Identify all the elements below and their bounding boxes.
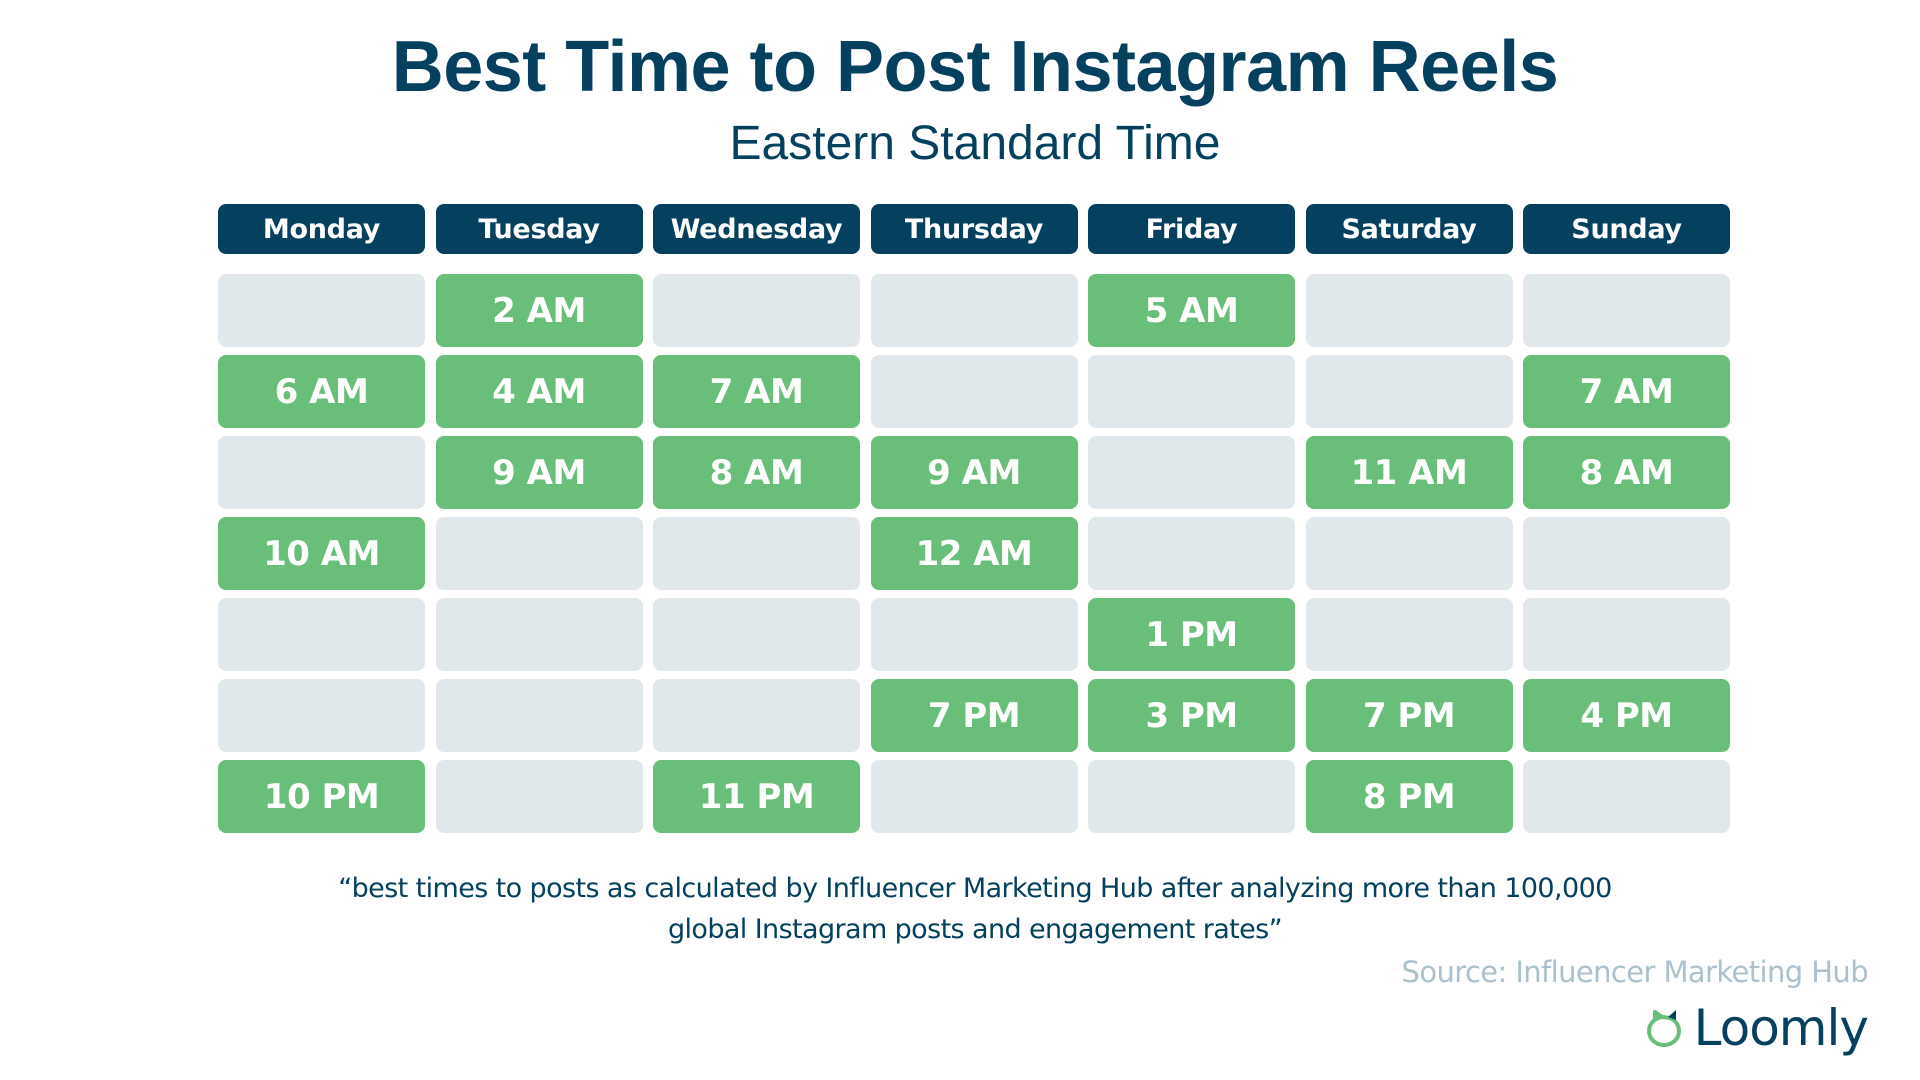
day-header-saturday: Saturday: [1305, 204, 1513, 254]
time-slot-cell: 7 PM: [870, 679, 1078, 752]
time-slot-cell: 8 AM: [1523, 436, 1730, 509]
time-slot-cell: 2 AM: [435, 274, 643, 347]
empty-slot-cell: [870, 598, 1078, 671]
time-slot-cell: 7 PM: [1305, 679, 1513, 752]
empty-slot-cell: [1088, 517, 1295, 590]
empty-slot-cell: [218, 436, 425, 509]
empty-slot-cell: [870, 274, 1078, 347]
empty-slot-cell: [1523, 517, 1730, 590]
time-slot-cell: 10 PM: [218, 760, 425, 833]
empty-slot-cell: [1088, 436, 1295, 509]
empty-slot-cell: [653, 679, 860, 752]
empty-slot-cell: [1523, 274, 1730, 347]
time-slot-cell: 4 AM: [435, 355, 643, 428]
empty-slot-cell: [218, 679, 425, 752]
footnote-line-1: “best times to posts as calculated by In…: [338, 873, 1612, 904]
empty-slot-cell: [1305, 598, 1513, 671]
loomly-logo-text: Loomly: [1693, 999, 1869, 1057]
time-slot-cell: 11 AM: [1305, 436, 1513, 509]
empty-slot-cell: [218, 274, 425, 347]
empty-slot-cell: [435, 517, 643, 590]
time-slot-cell: 5 AM: [1088, 274, 1295, 347]
time-slot-cell: 7 AM: [653, 355, 860, 428]
empty-slot-cell: [1305, 355, 1513, 428]
day-header-thursday: Thursday: [870, 204, 1078, 254]
page-title: Best Time to Post Instagram Reels: [391, 27, 1559, 107]
empty-slot-cell: [653, 274, 860, 347]
day-header-row: Monday Tuesday Wednesday Thursday Friday…: [218, 204, 1730, 254]
day-header-friday: Friday: [1088, 204, 1295, 254]
empty-slot-cell: [1088, 355, 1295, 428]
time-slot-cell: 7 AM: [1523, 355, 1730, 428]
source-credit: Source: Influencer Marketing Hub: [1401, 955, 1869, 989]
empty-slot-cell: [1523, 598, 1730, 671]
footnote: “best times to posts as calculated by In…: [0, 868, 1920, 950]
loomly-logo: Loomly: [1642, 999, 1869, 1057]
empty-slot-cell: [1305, 517, 1513, 590]
time-slot-cell: 6 AM: [218, 355, 425, 428]
time-slot-cell: 1 PM: [1088, 598, 1295, 671]
empty-slot-cell: [870, 355, 1078, 428]
time-slot-cell: 10 AM: [218, 517, 425, 590]
empty-slot-cell: [1305, 274, 1513, 347]
empty-slot-cell: [435, 760, 643, 833]
day-header-sunday: Sunday: [1523, 204, 1730, 254]
empty-slot-cell: [653, 598, 860, 671]
time-slot-cell: 12 AM: [870, 517, 1078, 590]
empty-slot-cell: [435, 598, 643, 671]
time-slot-cell: 9 AM: [870, 436, 1078, 509]
footnote-line-2: global Instagram posts and engagement ra…: [667, 914, 1283, 945]
loomly-logo-icon: [1646, 1010, 1681, 1047]
empty-slot-cell: [653, 517, 860, 590]
time-slot-cell: 8 AM: [653, 436, 860, 509]
time-slot-cell: 9 AM: [435, 436, 643, 509]
schedule-grid: 2 AM 5 AM 6 AM 4 AM 7 AM 7 AM 9 AM 8 AM 9 AM 11 A…: [218, 274, 1730, 833]
day-header-tuesday: Tuesday: [435, 204, 643, 254]
empty-slot-cell: [1088, 760, 1295, 833]
empty-slot-cell: [435, 679, 643, 752]
time-slot-cell: 8 PM: [1305, 760, 1513, 833]
empty-slot-cell: [870, 760, 1078, 833]
day-header-wednesday: Wednesday: [653, 204, 860, 254]
page-subtitle: Eastern Standard Time: [729, 117, 1221, 170]
day-header-monday: Monday: [218, 204, 425, 254]
time-slot-cell: 3 PM: [1088, 679, 1295, 752]
time-slot-cell: 11 PM: [653, 760, 860, 833]
empty-slot-cell: [218, 598, 425, 671]
time-slot-cell: 4 PM: [1523, 679, 1730, 752]
empty-slot-cell: [1523, 760, 1730, 833]
